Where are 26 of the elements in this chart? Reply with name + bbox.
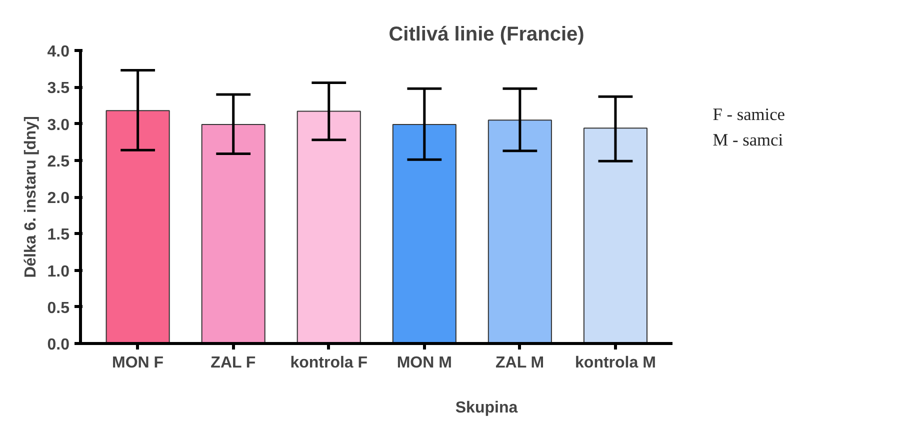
y-tick-label: 1.5: [47, 226, 70, 244]
bar: [488, 120, 552, 344]
y-tick-label: 2.0: [47, 190, 70, 207]
x-tick-label: kontrola F: [290, 354, 368, 372]
x-tick-label: ZAL M: [496, 354, 544, 372]
x-tick-label: ZAL F: [210, 354, 256, 372]
y-tick-label: 0.5: [47, 300, 70, 317]
y-tick-label: 3.0: [47, 116, 70, 134]
x-tick-label: MON F: [112, 354, 164, 372]
bar: [583, 128, 648, 344]
x-tick-label: kontrola M: [575, 354, 656, 372]
y-tick-label: 4.0: [47, 44, 70, 60]
chart-title: Citlivá linie (Francie): [388, 24, 584, 46]
y-tick-label: 3.5: [47, 80, 70, 98]
bar: [201, 124, 266, 344]
y-tick-label: 0.0: [47, 336, 70, 354]
text: M - samci: [712, 130, 784, 150]
bar: [296, 110, 361, 344]
y-axis-title: Délka 6. instaru [dny]: [22, 116, 40, 278]
x-tick-label: MON M: [396, 354, 452, 372]
text: F - samice: [712, 104, 786, 124]
bar: [392, 124, 456, 344]
x-axis-title: Skupina: [455, 400, 518, 416]
y-tick-label: 2.5: [47, 153, 70, 170]
y-tick-label: 1.0: [47, 263, 70, 280]
bar: [106, 110, 170, 344]
